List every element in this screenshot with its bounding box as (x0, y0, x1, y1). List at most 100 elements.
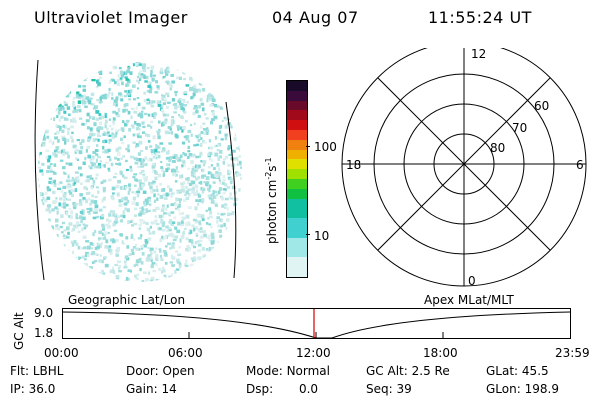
uv-pixel (218, 88, 222, 92)
uv-pixel (81, 63, 86, 67)
colorbar-segment (287, 110, 307, 121)
uv-pixel (29, 198, 33, 200)
uv-pixel (33, 165, 35, 169)
uv-pixel (79, 59, 82, 61)
uv-pixel (79, 142, 83, 146)
uv-pixel (223, 116, 227, 120)
uv-pixel (154, 215, 158, 219)
uv-pixel (38, 136, 39, 140)
uv-pixel (203, 131, 207, 136)
uv-pixel (95, 186, 99, 189)
uv-pixel (61, 205, 64, 208)
uv-pixel (97, 134, 101, 137)
uv-pixel (108, 278, 111, 282)
uv-pixel (171, 116, 175, 119)
uv-pixel (109, 238, 114, 242)
uv-pixel (58, 107, 63, 112)
uv-pixel (249, 87, 251, 90)
uv-pixel (60, 261, 64, 266)
uv-pixel (78, 96, 82, 99)
uv-pixel (99, 121, 102, 125)
uv-pixel (174, 226, 178, 230)
uv-pixel (220, 245, 224, 248)
uv-pixel (248, 117, 250, 119)
uv-pixel (111, 132, 114, 136)
uv-pixel (173, 58, 177, 61)
uv-pixel (160, 166, 164, 169)
uv-pixel (238, 118, 242, 122)
uv-pixel (187, 62, 191, 66)
app-title: Ultraviolet Imager (34, 8, 188, 27)
uv-pixel (160, 161, 163, 164)
uv-pixel (127, 94, 132, 98)
uv-pixel (247, 63, 251, 66)
uv-pixel (178, 98, 182, 101)
uv-pixel (111, 96, 114, 100)
uv-pixel (155, 219, 158, 223)
uv-pixel (199, 125, 203, 129)
uv-pixel (198, 283, 201, 286)
uv-pixel (168, 280, 172, 282)
uv-pixel (163, 279, 166, 282)
uv-pixel (45, 129, 49, 132)
uv-pixel (245, 203, 248, 206)
uv-pixel (193, 192, 197, 196)
uv-pixel (247, 222, 250, 225)
uv-pixel (224, 85, 229, 89)
uv-pixel (116, 247, 121, 251)
uv-pixel (146, 56, 150, 59)
uv-pixel (108, 118, 111, 121)
uv-pixel (251, 281, 254, 284)
uv-pixel (236, 241, 240, 245)
uv-pixel (87, 246, 90, 250)
uv-pixel (221, 119, 224, 122)
uv-pixel (150, 104, 155, 108)
uv-pixel (185, 276, 189, 280)
uv-pixel (228, 95, 232, 100)
uv-pixel (135, 179, 139, 182)
uv-pixel (230, 289, 233, 292)
uv-pixel (72, 204, 77, 209)
uv-pixel (142, 211, 146, 215)
uv-pixel (53, 163, 57, 167)
uv-pixel (247, 73, 251, 76)
uv-pixel (60, 274, 64, 278)
colorbar (286, 80, 308, 278)
uv-pixel (93, 56, 97, 59)
uv-pixel (236, 212, 241, 217)
uv-pixel (195, 226, 198, 230)
uv-pixel (48, 155, 52, 159)
uv-pixel (108, 139, 112, 142)
uv-pixel (147, 246, 150, 249)
uv-pixel (89, 127, 93, 131)
uv-pixel (92, 107, 97, 110)
uv-pixel (59, 225, 63, 229)
uv-pixel (87, 99, 92, 103)
uv-pixel (150, 189, 153, 194)
uv-pixel (84, 286, 87, 289)
uv-pixel (228, 196, 231, 199)
uv-pixel (115, 250, 119, 255)
uv-pixel (90, 199, 95, 204)
uv-pixel (79, 199, 82, 203)
uv-pixel (143, 203, 147, 207)
uv-pixel (209, 289, 213, 291)
uv-pixel (84, 224, 88, 228)
uv-pixel (60, 288, 62, 291)
uv-pixel (223, 88, 227, 92)
uv-pixel (196, 166, 200, 170)
uv-pixel (174, 235, 179, 239)
uv-pixel (219, 250, 222, 255)
uv-pixel (141, 283, 145, 286)
uv-pixel (248, 176, 250, 179)
uv-pixel (108, 214, 112, 217)
uv-pixel (56, 234, 59, 238)
uv-pixel (67, 131, 70, 135)
uv-pixel (250, 112, 252, 116)
uv-pixel (72, 178, 77, 183)
uv-pixel (55, 146, 60, 150)
uv-pixel (50, 83, 54, 88)
date-readout: 04 Aug 07 (272, 8, 359, 27)
uv-pixel (152, 230, 156, 235)
uv-pixel (215, 257, 219, 261)
